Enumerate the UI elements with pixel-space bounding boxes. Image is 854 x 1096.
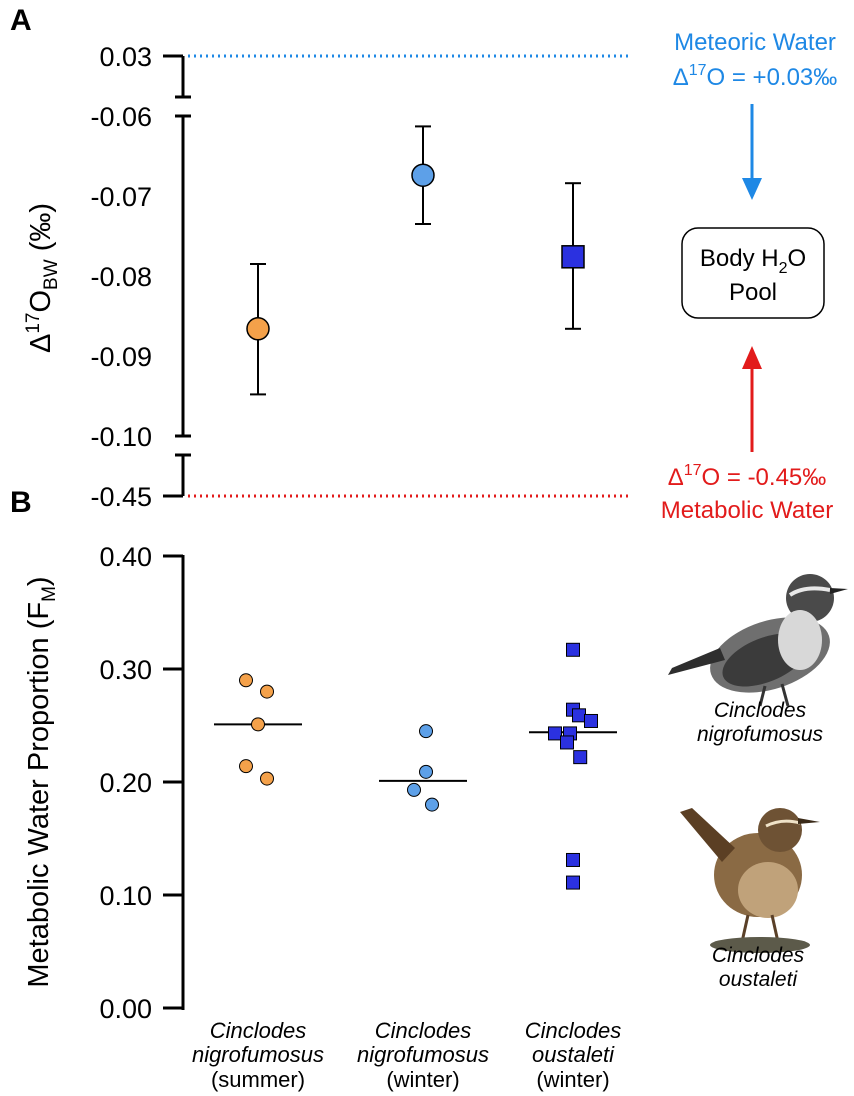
axis-title-end: ) xyxy=(23,576,55,586)
value-text: O = +0.03‰ xyxy=(707,64,838,91)
value-text: O = -0.45‰ xyxy=(702,464,827,491)
data-point-square xyxy=(572,708,586,723)
data-point-square xyxy=(548,726,562,741)
category-1-line3: (summer) xyxy=(211,1067,305,1092)
pool-label-line1: Body H2O xyxy=(700,245,806,277)
panel-a-tick-label: -0.06 xyxy=(90,102,152,132)
bird-illustration-nigrofumosus xyxy=(668,574,848,707)
pool-text: O xyxy=(787,245,806,272)
category-3-line3: (winter) xyxy=(536,1067,609,1092)
category-3-line2: oustaleti xyxy=(532,1042,615,1067)
meteoric-arrow-head xyxy=(742,178,762,200)
mean-marker-circle xyxy=(411,163,435,187)
data-point-circle xyxy=(239,673,253,688)
axis-title-main: O xyxy=(25,290,57,313)
panel-a-tick-label: -0.09 xyxy=(90,342,152,372)
superscript: 17 xyxy=(23,313,44,334)
delta-symbol: Δ xyxy=(668,464,684,491)
panel-b-tick-label: 0.00 xyxy=(99,994,152,1024)
data-point-circle xyxy=(260,684,274,699)
panel-a-tick-label: 0.03 xyxy=(99,42,152,72)
body-water-pool-box xyxy=(681,227,825,319)
superscript: 17 xyxy=(684,462,702,479)
data-point-circle xyxy=(425,797,439,812)
panel-b-letter: B xyxy=(10,486,32,519)
panel-b-tick-label: 0.10 xyxy=(99,881,152,911)
pool-text: Body H xyxy=(700,245,779,272)
bird-illustration-oustaleti xyxy=(680,808,820,953)
panel-b-data-marks xyxy=(214,642,617,890)
category-1-line2: nigrofumosus xyxy=(192,1042,324,1067)
bird-label-2-line1: Cinclodes xyxy=(712,944,805,967)
data-point-circle xyxy=(407,782,421,797)
meteoric-water-value: Δ17O = +0.03‰ xyxy=(673,62,838,91)
axis-title-unit: (‰) xyxy=(25,203,57,259)
data-point-circle xyxy=(251,717,265,732)
delta-symbol: Δ xyxy=(673,64,689,91)
mean-marker-square xyxy=(561,245,585,269)
panel-a-tick-label: -0.45 xyxy=(90,482,152,512)
data-point-circle xyxy=(419,724,433,739)
subscript: 2 xyxy=(779,260,788,277)
metabolic-arrow-head xyxy=(742,346,762,369)
delta-symbol: Δ xyxy=(25,334,57,353)
meteoric-water-label: Meteoric Water xyxy=(674,29,836,56)
data-point-square xyxy=(584,713,598,728)
axis-title-main: Metabolic Water Proportion (F xyxy=(23,602,55,988)
panel-b-tick-label: 0.30 xyxy=(99,655,152,685)
panel-a-y-axis-title: Δ17OBW (‰) xyxy=(23,203,62,353)
panel-a: 0.03 -0.06 -0.07 -0.08 -0.09 -0.10 -0.45… xyxy=(23,29,837,524)
data-point-circle xyxy=(260,771,274,786)
data-point-square xyxy=(566,642,580,657)
panel-b-tick-label: 0.20 xyxy=(99,768,152,798)
panel-a-tick-label: -0.07 xyxy=(90,182,152,212)
data-point-circle xyxy=(239,759,253,774)
panel-a-tick-label: -0.08 xyxy=(90,262,152,292)
category-3-line1: Cinclodes xyxy=(525,1018,622,1043)
data-point-square xyxy=(566,852,580,867)
panel-a-data-marks xyxy=(246,125,585,396)
metabolic-water-label: Metabolic Water xyxy=(661,497,834,524)
bird-label-1-line1: Cinclodes xyxy=(714,699,807,722)
subscript: BW xyxy=(41,259,62,290)
panel-b-tick-label: 0.40 xyxy=(99,542,152,572)
panel-a-letter: A xyxy=(10,4,32,37)
category-2-line3: (winter) xyxy=(386,1067,459,1092)
panel-a-tick-label: -0.10 xyxy=(90,422,152,452)
bird-label-2-line2: oustaleti xyxy=(719,968,799,991)
panel-b: 0.00 0.10 0.20 0.30 0.40 Metabolic Water… xyxy=(23,542,621,1092)
category-2-line1: Cinclodes xyxy=(375,1018,472,1043)
pool-label-line2: Pool xyxy=(729,279,777,306)
panel-b-y-axis-title: Metabolic Water Proportion (FM) xyxy=(23,576,60,987)
data-point-square xyxy=(566,875,580,890)
data-point-square xyxy=(573,750,588,765)
mean-marker-circle xyxy=(246,317,270,341)
metabolic-water-value: Δ17O = -0.45‰ xyxy=(668,462,827,491)
subscript: M xyxy=(39,586,60,602)
data-point-square xyxy=(560,735,574,750)
category-2-line2: nigrofumosus xyxy=(357,1042,489,1067)
category-1-line1: Cinclodes xyxy=(210,1018,307,1043)
data-point-circle xyxy=(419,764,433,779)
superscript: 17 xyxy=(689,62,707,79)
bird-label-1-line2: nigrofumosus xyxy=(697,723,824,746)
